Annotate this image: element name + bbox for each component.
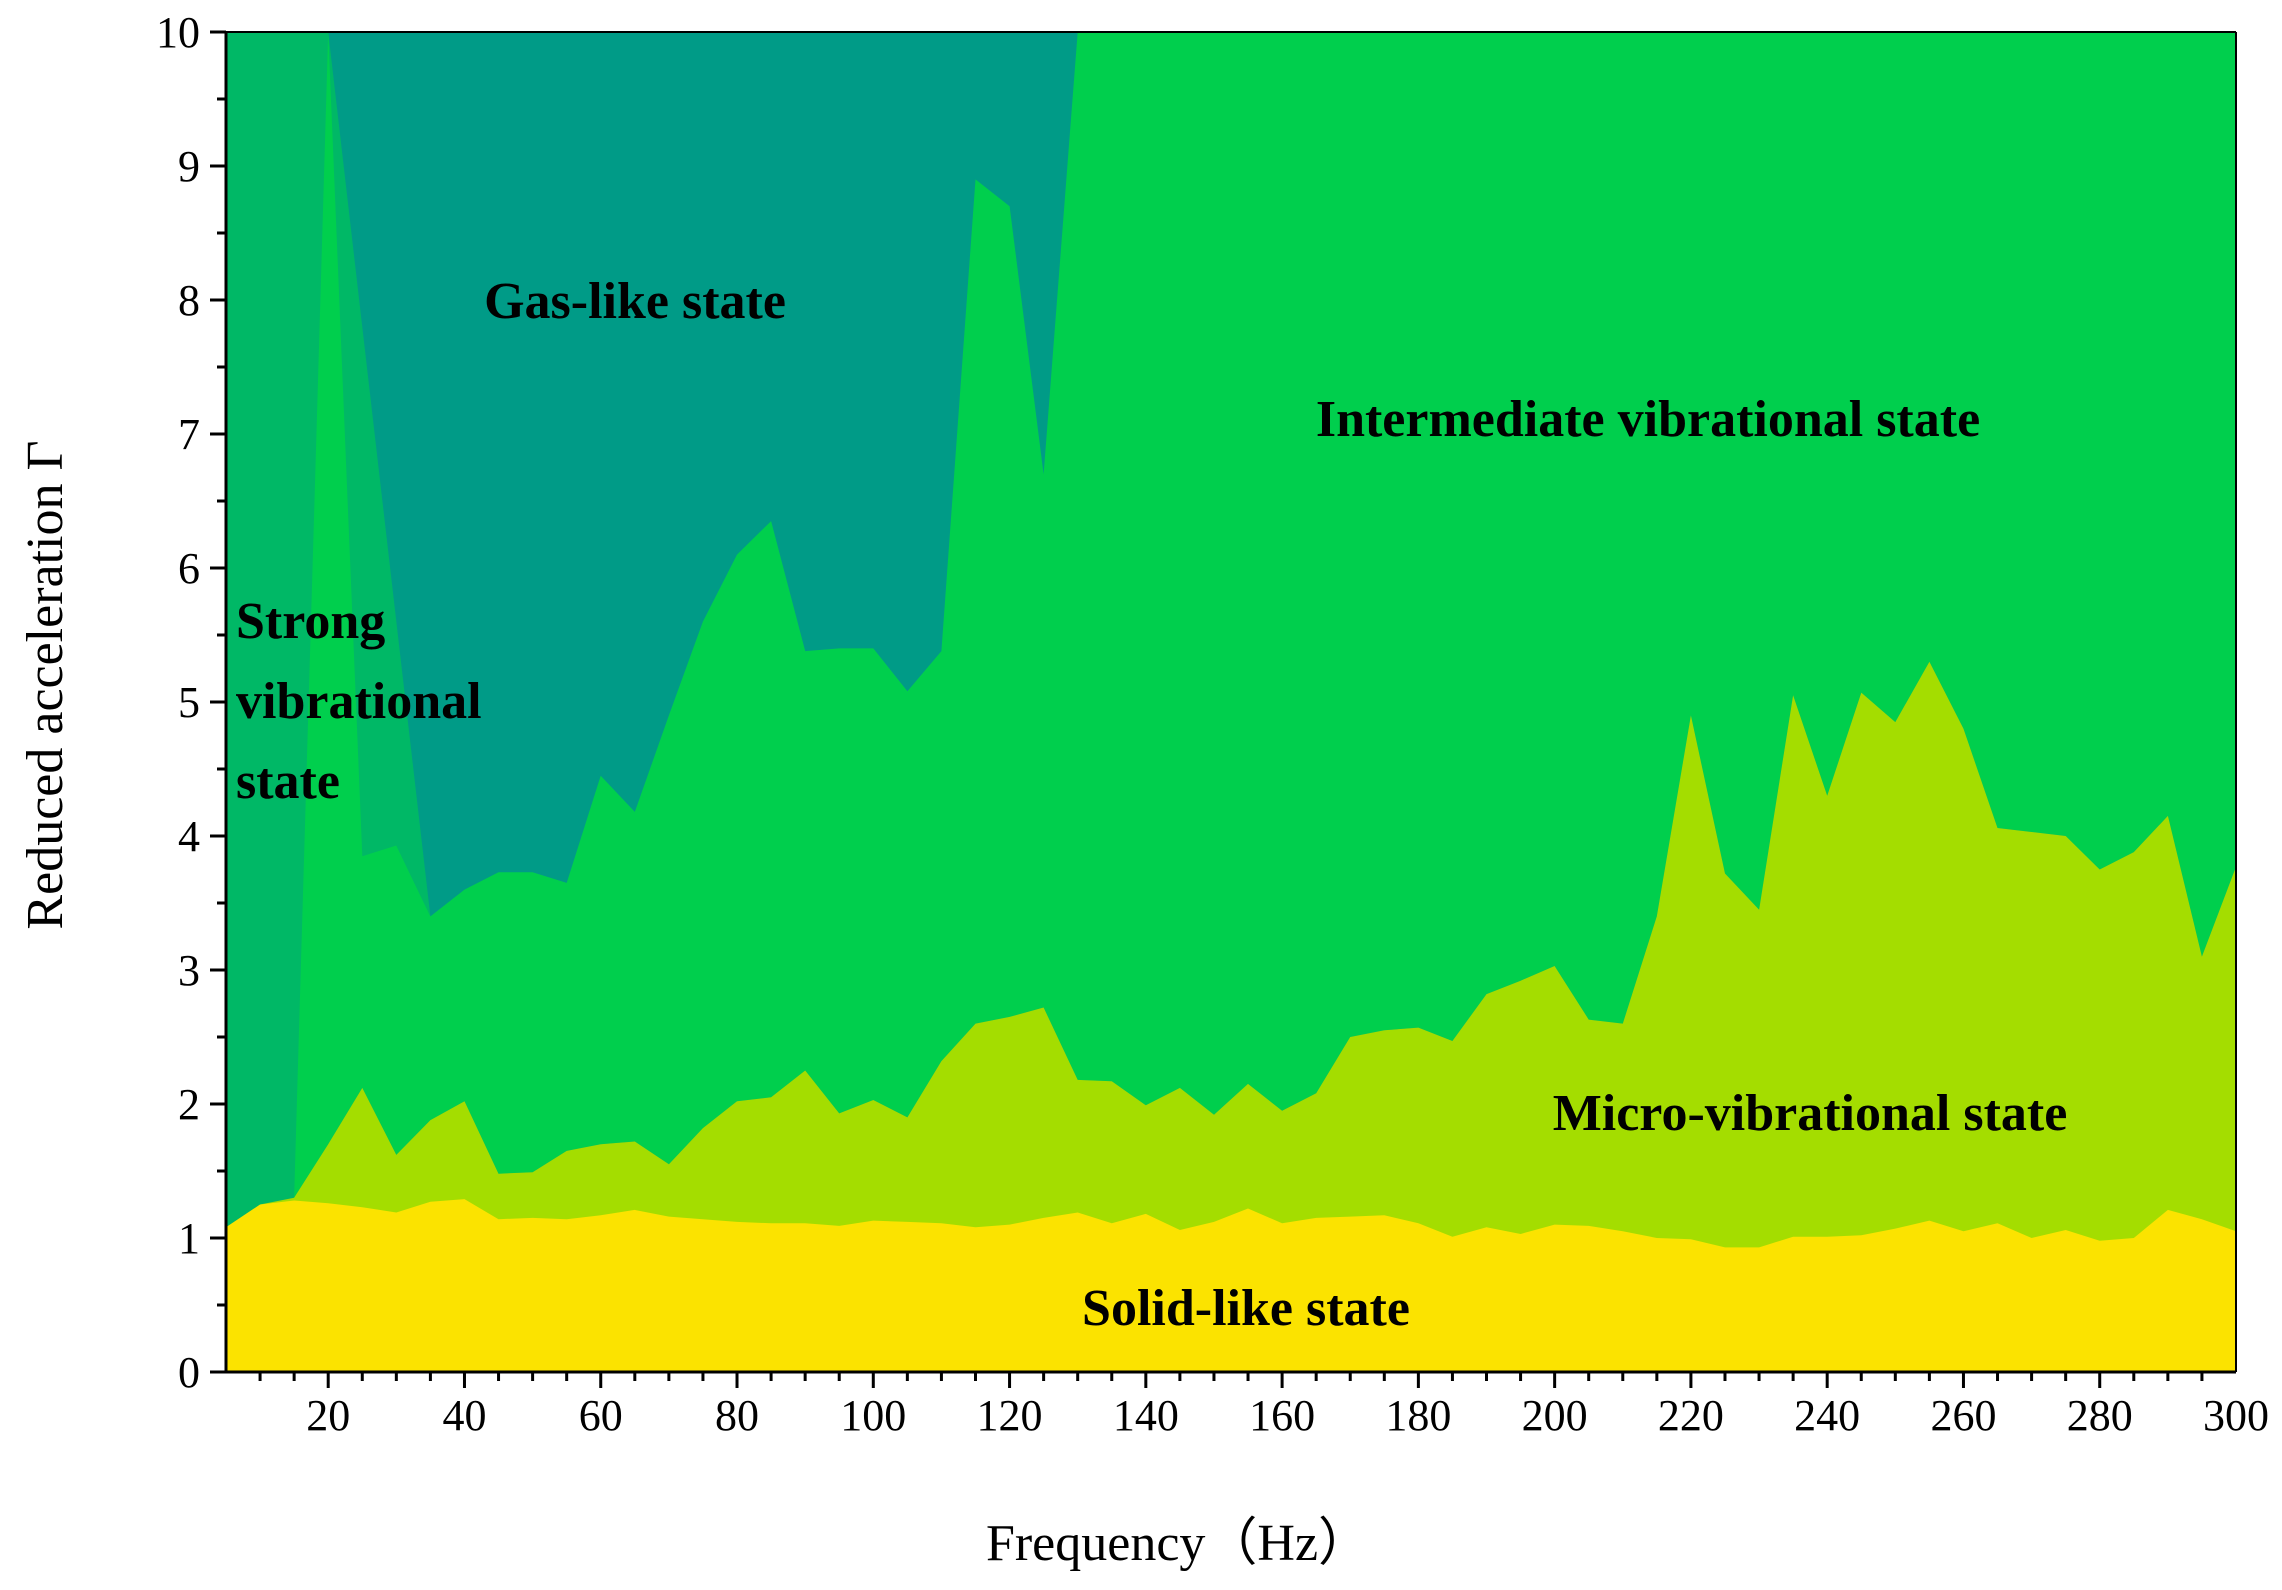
x-tick-label: 120 <box>977 1391 1043 1440</box>
solid-like-region <box>226 1199 2236 1372</box>
x-tick-label: 160 <box>1249 1391 1315 1440</box>
x-tick-label: 240 <box>1794 1391 1860 1440</box>
gas-like-state-label: Gas-like state <box>484 273 786 330</box>
x-tick-label: 100 <box>840 1391 906 1440</box>
plot-areas <box>226 32 2237 1372</box>
intermediate-state-label: Intermediate vibrational state <box>1316 391 1980 448</box>
x-tick-label: 200 <box>1522 1391 1588 1440</box>
x-tick-label: 20 <box>306 1391 350 1440</box>
x-tick-label: 220 <box>1658 1391 1724 1440</box>
x-tick-label: 280 <box>2067 1391 2133 1440</box>
y-tick-label: 1 <box>178 1214 200 1263</box>
y-tick-label: 0 <box>178 1348 200 1397</box>
x-tick-label: 140 <box>1113 1391 1179 1440</box>
y-tick-label: 4 <box>178 812 200 861</box>
x-tick-label: 300 <box>2203 1391 2269 1440</box>
x-tick-label: 40 <box>442 1391 486 1440</box>
x-tick-label: 60 <box>579 1391 623 1440</box>
y-tick-label: 9 <box>178 142 200 191</box>
micro-state-label: Micro-vibrational state <box>1553 1085 2068 1142</box>
region-labels: Gas-like state Intermediate vibrational … <box>236 273 2067 1337</box>
micro-vibrational-region <box>226 661 2236 1372</box>
axes: 20 40 60 80 100 120 140 160 180 200 220 240 260 280 30… <box>156 8 2269 1440</box>
strong-state-label-line-2: vibrational <box>236 673 482 730</box>
y-axis-title: Reduced acceleration Γ <box>17 440 74 929</box>
y-tick-label: 5 <box>178 678 200 727</box>
strong-state-label-line-3: state <box>236 753 340 810</box>
x-axis-title: Frequency（Hz） <box>986 1515 1370 1572</box>
x-tick-label: 80 <box>715 1391 759 1440</box>
y-tick-label: 2 <box>178 1080 200 1129</box>
intermediate-vibrational-region <box>294 32 2237 1372</box>
x-tick-label: 260 <box>1930 1391 1996 1440</box>
y-tick-label: 3 <box>178 946 200 995</box>
x-tick-label: 180 <box>1385 1391 1451 1440</box>
y-tick-label: 6 <box>178 544 200 593</box>
y-tick-label: 8 <box>178 276 200 325</box>
y-tick-label: 7 <box>178 410 200 459</box>
y-tick-label: 10 <box>156 8 200 57</box>
strong-state-label-line-1: Strong <box>236 593 385 650</box>
solid-like-state-label: Solid-like state <box>1082 1280 1410 1337</box>
